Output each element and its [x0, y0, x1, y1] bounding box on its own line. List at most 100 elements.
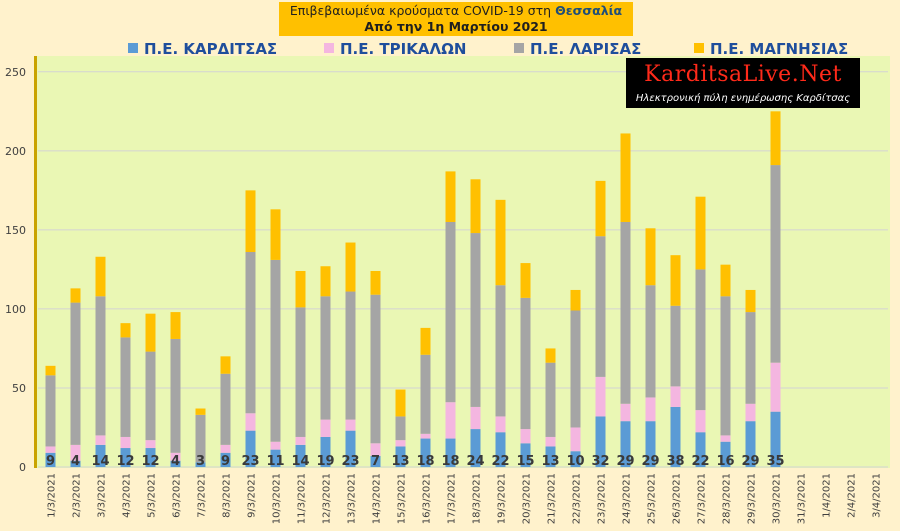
bar-segment — [695, 432, 706, 467]
bar-segment — [395, 446, 406, 467]
bar-segment — [645, 421, 656, 467]
bar-segment — [495, 285, 506, 417]
data-label: 23 — [241, 454, 259, 469]
data-label: 13 — [391, 454, 409, 469]
bar-segment — [45, 365, 56, 376]
bar-segment — [345, 419, 356, 431]
left-accent-bar — [34, 56, 37, 468]
legend-item-karditsa: Π.Ε. ΚΑΡΔΙΤΣΑΣ — [128, 40, 277, 58]
bar-segment — [45, 452, 56, 467]
bar-segment — [370, 270, 381, 295]
bar-segment — [470, 429, 481, 467]
bar-segment — [370, 294, 381, 444]
data-label: 14 — [291, 454, 309, 469]
bar-segment — [270, 441, 281, 450]
bar-segment — [445, 402, 456, 439]
bar-segment — [70, 288, 81, 303]
y-tick-label: 100 — [5, 303, 26, 316]
y-tick-label: 150 — [5, 224, 26, 237]
bar-segment — [170, 312, 181, 339]
bar-segment — [95, 444, 106, 467]
bar-segment — [170, 460, 181, 467]
bar-segment — [495, 199, 506, 286]
data-label: 23 — [341, 454, 359, 469]
data-label: 4 — [171, 454, 180, 469]
bar-segment — [95, 296, 106, 436]
bar-segment — [170, 452, 181, 461]
bar-segment — [570, 310, 581, 428]
bar-segment — [545, 446, 556, 467]
x-tick-label: 7/3/2021 — [197, 473, 208, 518]
bar-segment — [445, 221, 456, 403]
bar-segment — [270, 209, 281, 260]
bar-segment — [595, 180, 606, 237]
bar-segment — [645, 228, 656, 286]
x-tick-label: 2/3/2021 — [72, 473, 83, 518]
bar-segment — [220, 452, 231, 467]
bar-segment — [445, 438, 456, 467]
bar-segment — [195, 408, 206, 415]
bar-segment — [245, 413, 256, 431]
legend-label: Π.Ε. ΛΑΡΙΣΑΣ — [530, 40, 642, 58]
bar-segment — [720, 441, 731, 467]
bar-segment — [195, 414, 206, 463]
bar-segment — [520, 263, 531, 298]
x-tick-label: 13/3/2021 — [347, 473, 358, 524]
bar-segment — [95, 256, 106, 297]
bar-segment — [445, 171, 456, 222]
data-label: 32 — [591, 454, 609, 469]
legend-label: Π.Ε. ΜΑΓΝΗΣΙΑΣ — [710, 40, 849, 58]
bar-segment — [520, 297, 531, 430]
bar-segment — [745, 312, 756, 404]
data-label: 29 — [616, 454, 634, 469]
y-tick-label: 0 — [19, 461, 26, 474]
data-label: 14 — [91, 454, 109, 469]
bar-segment — [720, 264, 731, 297]
bar-segment — [570, 289, 581, 311]
bar-segment — [270, 259, 281, 442]
legend-swatch — [324, 42, 334, 53]
x-tick-label: 20/3/2021 — [522, 473, 533, 524]
data-label: 24 — [466, 454, 484, 469]
y-axis-ticks: 0 50 100 150 200 250 — [5, 66, 26, 474]
x-tick-label: 31/3/2021 — [797, 473, 808, 524]
bar-segment — [695, 269, 706, 411]
x-tick-label: 29/3/2021 — [747, 473, 758, 524]
x-tick-label: 3/3/2021 — [97, 473, 108, 518]
data-label: 22 — [491, 454, 509, 469]
x-tick-label: 2/4/2021 — [847, 473, 858, 518]
bar-segment — [220, 356, 231, 374]
title-prefix: Επιβεβαιωμένα κρούσματα COVID-19 στη — [289, 3, 556, 18]
data-label: 12 — [141, 454, 159, 469]
bar-segment — [320, 419, 331, 437]
x-axis-ticks: 1/3/2021 2/3/2021 3/3/2021 4/3/2021 5/3/2021… — [47, 473, 883, 524]
bar-segment — [145, 351, 156, 441]
bar-segment — [220, 444, 231, 453]
bar-segment — [470, 233, 481, 407]
bar-segment — [370, 443, 381, 456]
title-region: Θεσσαλία — [555, 3, 623, 18]
legend-swatch — [128, 42, 138, 53]
legend-item-magnisia: Π.Ε. ΜΑΓΝΗΣΙΑΣ — [694, 40, 848, 58]
bar-segment — [95, 435, 106, 445]
bar-segment — [120, 448, 131, 467]
x-tick-label: 30/3/2021 — [772, 473, 783, 524]
x-tick-label: 8/3/2021 — [222, 473, 233, 518]
bar-segment — [345, 430, 356, 467]
x-tick-label: 21/3/2021 — [547, 473, 558, 524]
legend-swatch — [694, 42, 704, 53]
karditsalive-logo: KarditsaLive.Net Ηλεκτρονική πύλη ενημέρ… — [626, 58, 860, 108]
bar-segment — [645, 285, 656, 398]
legend-label: Π.Ε. ΤΡΙΚΑΛΩΝ — [340, 40, 467, 58]
x-tick-label: 26/3/2021 — [672, 473, 683, 524]
bar-segment — [670, 255, 681, 306]
bar-segment — [220, 373, 231, 445]
bar-segment — [145, 448, 156, 467]
bar-segment — [45, 446, 56, 453]
bar-segment — [245, 252, 256, 414]
data-labels: 9 4 14 12 12 4 3 9 23 11 14 19 23 7 13 18 18 24 22 15 13 10 32… — [46, 454, 785, 469]
plot-area — [36, 56, 890, 468]
bar-segment — [295, 436, 306, 445]
data-label: 29 — [741, 454, 759, 469]
x-tick-label: 28/3/2021 — [722, 473, 733, 524]
